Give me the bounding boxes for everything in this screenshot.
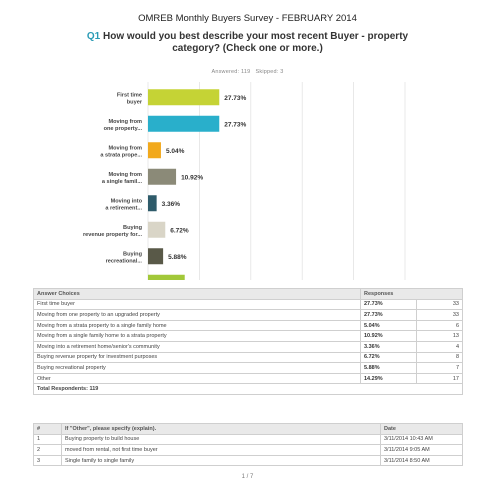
category-label: Buying revenue property for... [83,225,143,238]
category-label: Moving into a retirement... [105,198,142,211]
table-row: Moving from a single family home to a st… [33,330,463,342]
bar-chart: 0%20%40%60%80%100%First timebuyer27.73%M… [83,82,406,280]
bar-value-label: 27.73% [224,95,246,102]
row-number: 1 [33,433,62,446]
response-percent: 5.88% [360,362,417,374]
date-header: Date [380,423,463,435]
response-percent: 6.72% [360,351,417,364]
response-date: 3/11/2014 8:50 AM [380,454,463,467]
other-table-header: # If "Other", please specify (explain). … [33,423,463,435]
table-row: 1 Buying property to build house 3/11/2014… [33,433,463,446]
row-number: 2 [33,444,62,456]
answer-choice-label: Moving from one property to an upgraded … [33,309,361,321]
answer-choice-label: Buying recreational property [33,362,361,374]
bar-value-label: 6.72% [170,227,189,234]
response-percent: 27.73% [360,309,417,321]
response-count: 4 [416,340,463,353]
bar [148,142,161,159]
other-response-text: Single family to single family [61,454,381,467]
document-title: OMREB Monthly Buyers Survey - FEBRUARY 2… [138,13,357,24]
response-date: 3/11/2014 9:05 AM [380,444,463,456]
response-count: 13 [416,330,463,342]
bar [148,89,220,106]
response-count: 8 [416,351,463,364]
total-respondents: Total Respondents: 119 [33,383,463,395]
row-number: 3 [33,454,62,467]
bar-value-label: 5.04% [166,148,185,155]
response-count: 33 [416,309,463,321]
bar-value-label: 3.36% [162,201,181,208]
total-respondents-row: Total Respondents: 119 [33,383,463,395]
response-count: 17 [416,372,463,385]
answer-choice-label: Moving into a retirement home/senior's c… [33,340,361,353]
other-table-body: 1 Buying property to build house 3/11/2014… [33,433,463,467]
table-row: Moving from a strata property to a singl… [33,319,463,332]
category-label: Moving from a strata prope... [100,145,142,158]
response-percent: 10.92% [360,330,417,342]
bar [148,195,157,212]
response-count: 6 [416,319,463,332]
question-text: How would you best describe your most re… [103,31,409,54]
bar-value-label: 10.92% [181,174,203,181]
response-count: 33 [416,298,463,311]
category-label: Moving from a single famil... [102,172,143,185]
bar [148,221,166,238]
number-header: # [33,423,62,435]
answer-table-body: First time buyer 27.73% 33 Moving from one … [33,298,463,395]
answer-choices-header: Answer Choices [33,288,361,300]
answer-choice-label: Buying revenue property for investment p… [33,351,361,364]
answer-choice-label: Other [33,372,361,385]
category-label: Moving from one property... [104,119,143,132]
question-title: Q1 How would you best describe your most… [80,31,415,54]
page-indicator: 1 / 7 [241,474,254,480]
answer-choice-label: Moving from a strata property to a singl… [33,319,361,332]
other-response-text: moved from rental, not first time buyer [61,444,381,456]
bar [148,115,220,132]
table-row: Other 14.29% 17 [33,372,463,385]
table-row: Moving into a retirement home/senior's c… [33,340,463,353]
answer-choice-label: Moving from a single family home to a st… [33,330,361,342]
other-responses-table: # If "Other", please specify (explain). … [33,423,463,467]
other-response-text: Buying property to build house [61,433,381,446]
response-date: 3/11/2014 10:43 AM [380,433,463,446]
response-count: 7 [416,362,463,374]
answer-choices-table: Answer Choices Responses First time buye… [33,288,463,395]
table-row: Moving from one property to an upgraded … [33,309,463,321]
bar-value-label: 5.88% [168,254,187,261]
answer-table-header: Answer Choices Responses [33,288,463,300]
bar [148,168,177,185]
response-percent: 3.36% [360,340,417,353]
response-percent: 5.04% [360,319,417,332]
skipped-count: Skipped: 3 [255,69,284,75]
other-specify-header: If "Other", please specify (explain). [61,423,381,435]
table-row: 3 Single family to single family 3/11/2014… [33,454,463,467]
table-row: Buying recreational property 5.88% 7 [33,362,463,374]
responses-header: Responses [360,288,463,300]
response-percent: 27.73% [360,298,417,311]
table-row: Buying revenue property for investment p… [33,351,463,364]
bar-value-label: 27.73% [224,121,246,128]
table-row: 2 moved from rental, not first time buyer… [33,444,463,456]
category-label: Buying recreational... [106,251,143,264]
bar [148,248,164,265]
response-percent: 14.29% [360,372,417,385]
category-label: First time buyer [117,92,143,105]
table-row: First time buyer 27.73% 33 [33,298,463,311]
answered-count: Answered: 119 [211,69,251,75]
bar [148,274,185,280]
answered-skipped-summary: Answered: 119 Skipped: 3 [0,69,495,75]
answer-choice-label: First time buyer [33,298,361,311]
question-number: Q1 [86,31,101,42]
